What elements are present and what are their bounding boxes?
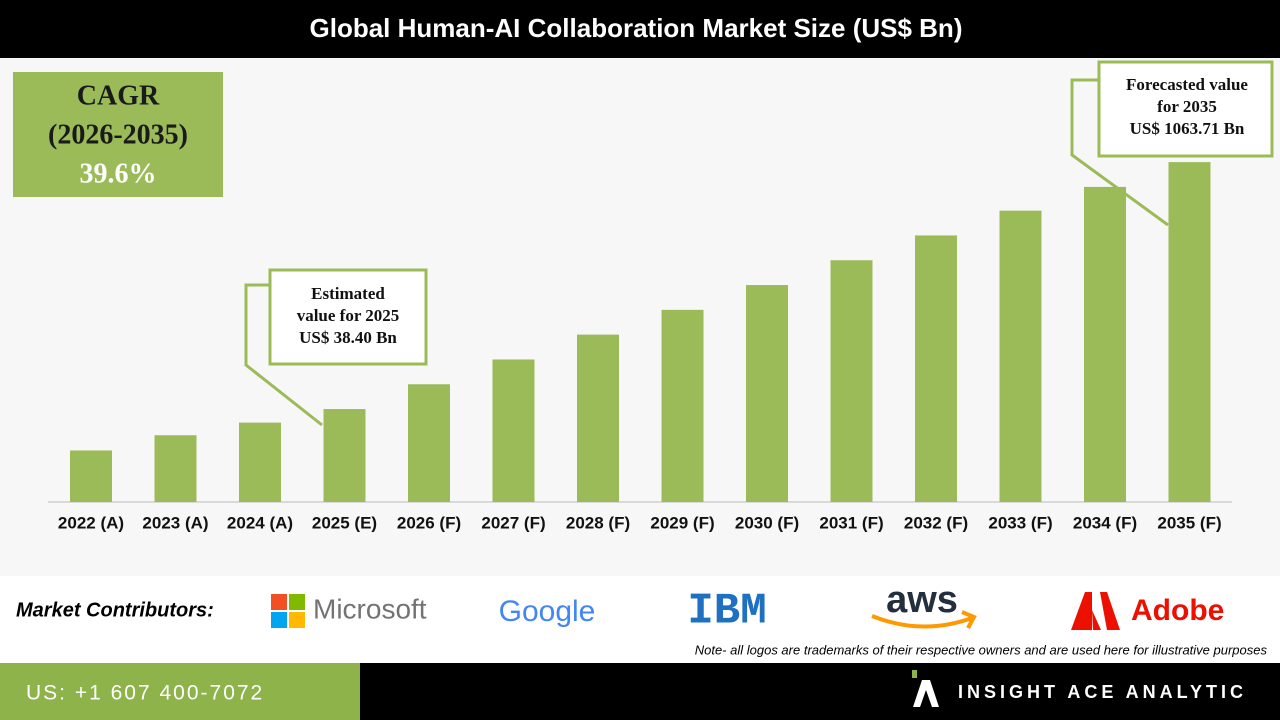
logo-ibm: IBM: [687, 587, 766, 637]
annotation-text: US$ 38.40 Bn: [299, 328, 397, 347]
x-tick-label: 2035 (F): [1157, 513, 1221, 532]
chart-title: Global Human-AI Collaboration Market Siz…: [310, 13, 963, 43]
x-tick-label: 2029 (F): [650, 513, 714, 532]
contributors-label: Market Contributors:: [16, 599, 214, 621]
aws-smile: [871, 610, 977, 629]
bar: [999, 210, 1042, 502]
brand-icon: [913, 680, 939, 707]
cagr-box: [13, 72, 223, 197]
annotations: Estimated value for 2025 US$ 38.40 Bn Forec…: [297, 75, 1249, 347]
logo-note: Note- all logos are trademarks of their …: [695, 642, 1268, 657]
cagr-period: (2026-2035): [48, 119, 188, 150]
bar: [1084, 186, 1126, 502]
bar: [408, 384, 450, 502]
x-tick-label: 2034 (F): [1073, 513, 1137, 532]
x-tick-label: 2023 (A): [142, 513, 208, 532]
bar: [492, 359, 535, 502]
bar: [830, 260, 873, 502]
x-tick-label: 2033 (F): [988, 513, 1052, 532]
brand-icon-accent: [912, 670, 917, 678]
cagr-value: 39.6%: [80, 158, 157, 189]
logo-google: Google: [499, 595, 596, 628]
x-tick-label: 2024 (A): [227, 513, 293, 532]
x-tick-label: 2028 (F): [566, 513, 630, 532]
callout-box: [268, 268, 428, 366]
logo-aws: aws: [886, 579, 958, 621]
bars: 2022 (A) 2023 (A) 2024 (A) 2025 (E) 2026 (F)…: [58, 162, 1222, 532]
x-tick-label: 2032 (F): [904, 513, 968, 532]
brand-bar: [360, 663, 1280, 720]
phone-bar: [0, 663, 360, 720]
x-tick-label: 2031 (F): [819, 513, 883, 532]
microsoft-icon: [271, 594, 305, 628]
annotation-text: value for 2025: [297, 306, 400, 325]
x-tick-label: 2026 (F): [397, 513, 461, 532]
annotation-text: US$ 1063.71 Bn: [1130, 119, 1245, 138]
logo-adobe: Adobe: [1131, 594, 1224, 627]
annotation-text: for 2035: [1157, 97, 1217, 116]
bar: [661, 309, 704, 502]
bar: [323, 409, 366, 502]
annotation-text: Forecasted value: [1126, 75, 1248, 94]
bar: [577, 334, 619, 502]
bar: [915, 235, 957, 502]
annotation-text: Estimated: [311, 284, 385, 303]
phone: US: +1 607 400-7072: [26, 682, 264, 705]
brand: INSIGHT ACE ANALYTIC: [958, 682, 1247, 702]
x-tick-label: 2022 (A): [58, 513, 124, 532]
x-tick-label: 2027 (F): [481, 513, 545, 532]
logo-microsoft: Microsoft: [313, 593, 427, 624]
bar: [746, 285, 788, 502]
adobe-icon: [1071, 592, 1120, 630]
callout-line: [244, 283, 323, 427]
bar: [1168, 162, 1211, 503]
title-bar: [0, 0, 1280, 58]
bar: [154, 435, 197, 502]
callout-box: [1097, 60, 1274, 158]
bar: [239, 422, 281, 502]
cagr-title: CAGR: [77, 80, 160, 111]
x-tick-label: 2030 (F): [735, 513, 799, 532]
bar: [70, 450, 112, 502]
x-tick-label: 2025 (E): [312, 513, 377, 532]
